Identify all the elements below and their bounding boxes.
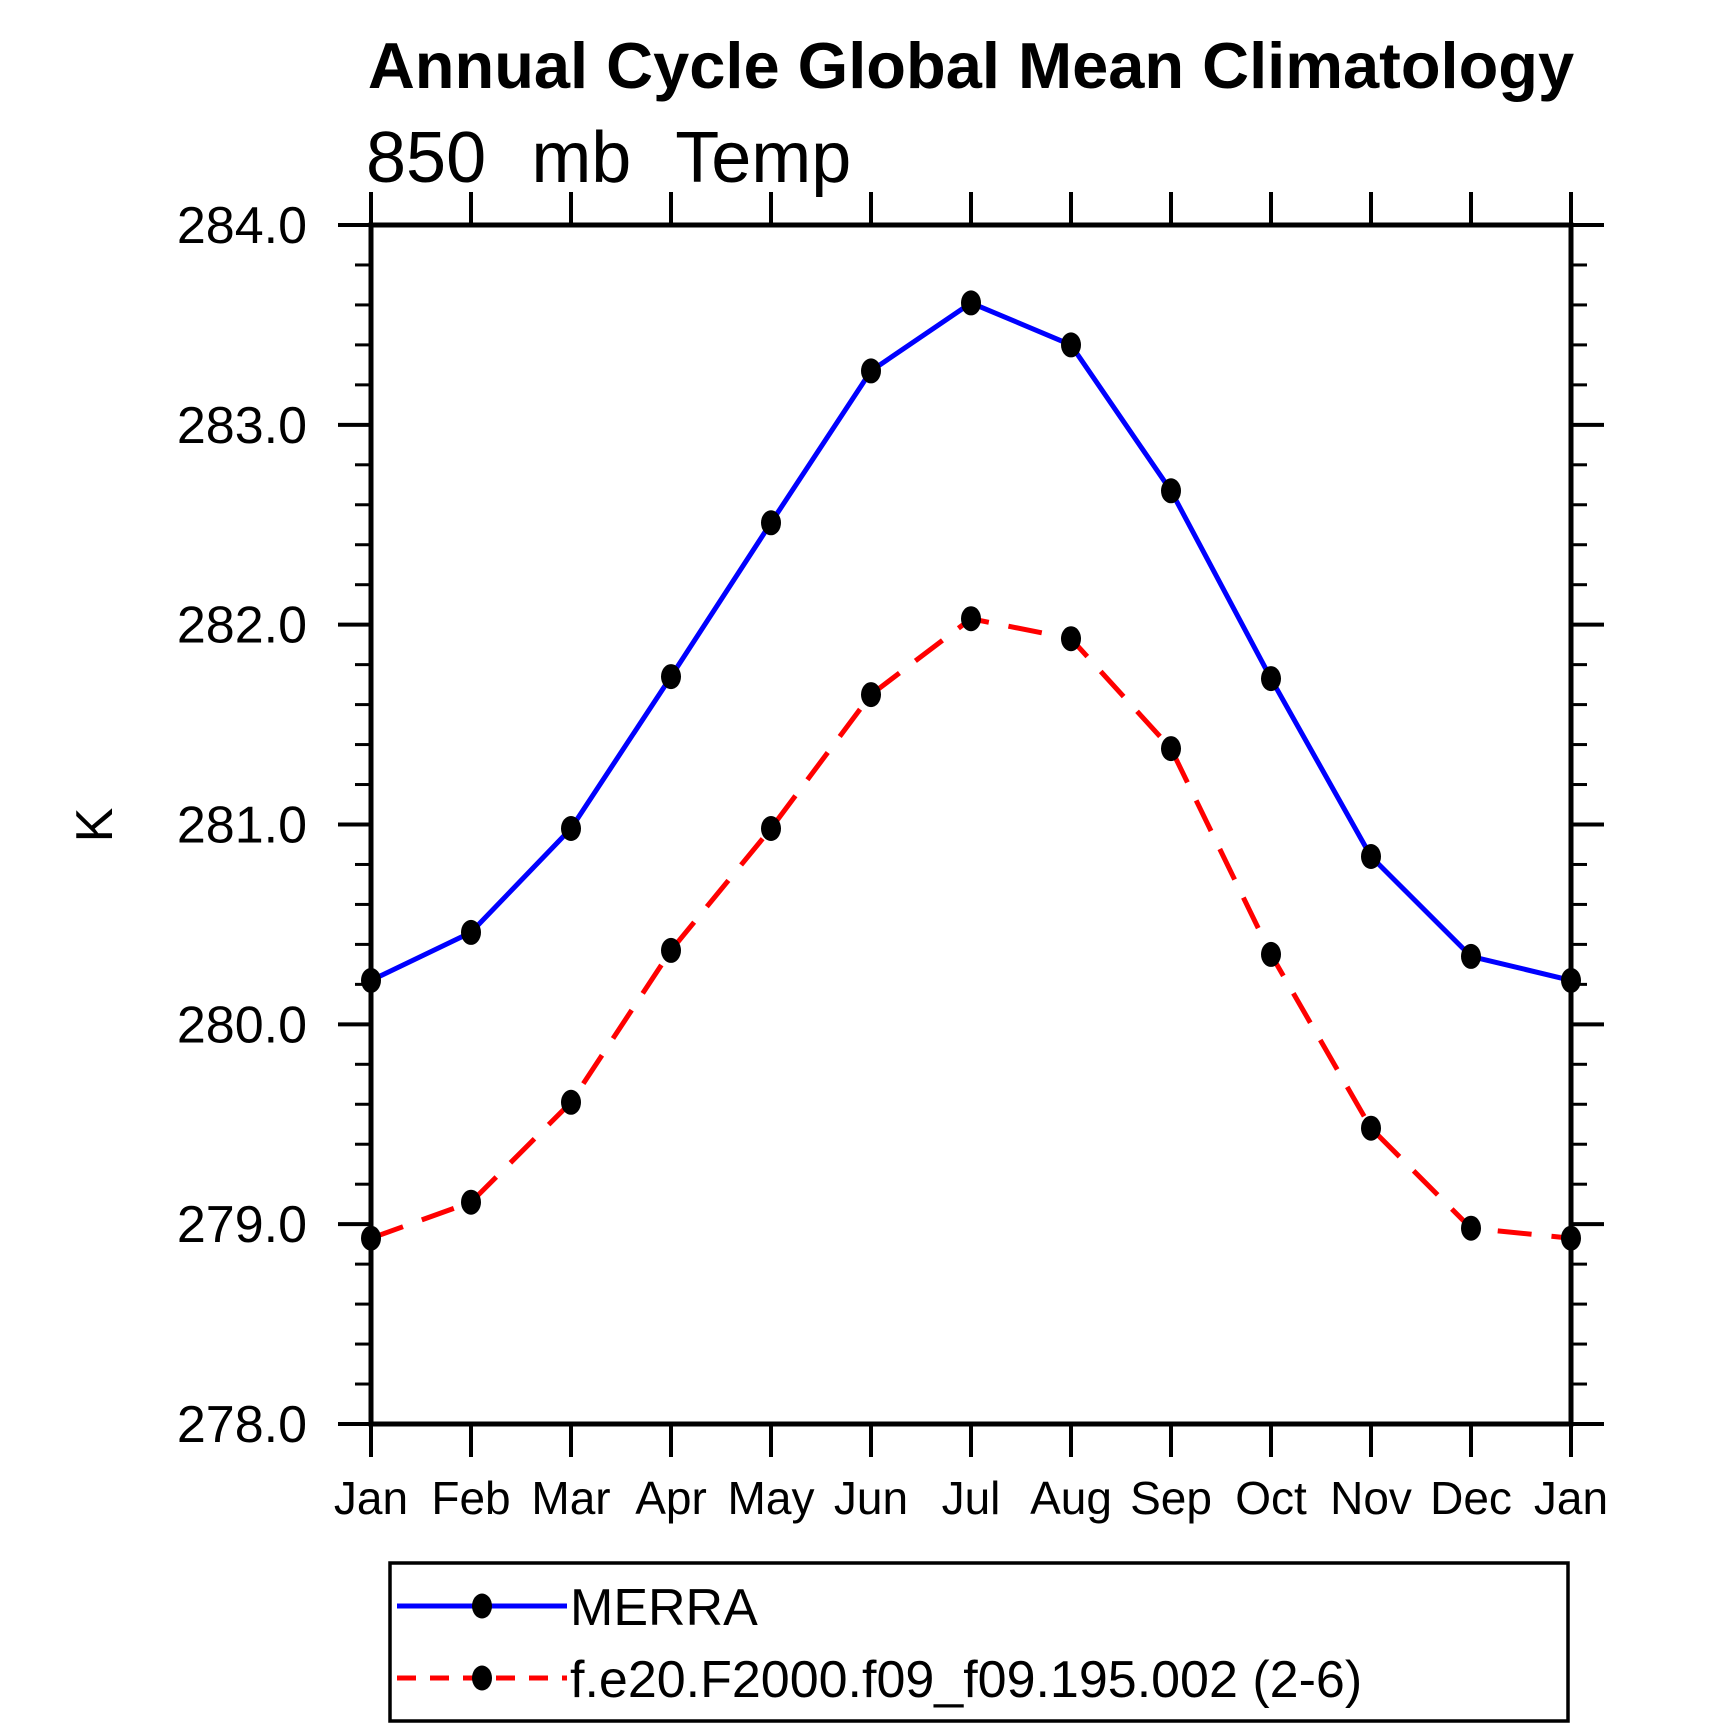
data-point-marker — [861, 358, 881, 384]
data-point-marker — [761, 816, 781, 841]
legend-label-merra: MERRA — [570, 1579, 758, 1637]
x-tick-label: May — [728, 1472, 815, 1524]
x-tick-label: Aug — [1030, 1472, 1112, 1524]
x-tick-label: Apr — [635, 1472, 707, 1524]
data-point-marker — [561, 1089, 581, 1115]
data-point-marker — [1261, 666, 1281, 692]
data-point-marker — [361, 1225, 381, 1251]
y-tick-label: 281.0 — [177, 797, 307, 855]
data-point-marker — [1361, 844, 1381, 869]
y-axis-title: K — [66, 807, 124, 842]
y-tick-label: 279.0 — [177, 1196, 307, 1254]
data-point-marker — [1061, 332, 1081, 358]
x-tick-label: Oct — [1235, 1472, 1307, 1524]
x-tick-label: Jul — [942, 1472, 1001, 1524]
data-point-marker — [1261, 941, 1281, 967]
data-point-marker — [361, 967, 381, 993]
data-point-marker — [961, 290, 981, 316]
x-tick-label: Jan — [334, 1472, 408, 1524]
data-point-marker — [1461, 1215, 1481, 1241]
x-tick-label: Mar — [531, 1472, 610, 1524]
chart-subtitle: 850 mb Temp — [366, 118, 851, 198]
data-point-marker — [861, 682, 881, 708]
x-tick-label: Dec — [1430, 1472, 1512, 1524]
y-tick-label: 283.0 — [177, 397, 307, 455]
data-point-marker — [1061, 626, 1081, 652]
x-tick-label: Feb — [431, 1472, 510, 1524]
data-point-marker — [1161, 478, 1181, 504]
y-tick-label: 278.0 — [177, 1396, 307, 1454]
data-point-marker — [661, 664, 681, 690]
data-point-marker — [1561, 967, 1581, 993]
legend-box — [388, 1561, 1570, 1723]
series-line-0 — [369, 300, 1572, 983]
y-tick-label: 280.0 — [177, 996, 307, 1054]
y-tick-label: 284.0 — [177, 197, 307, 255]
data-point-marker — [561, 816, 581, 841]
data-point-marker — [461, 919, 481, 945]
y-tick-label: 282.0 — [177, 597, 307, 655]
chart-title: Annual Cycle Global Mean Climatology — [368, 29, 1574, 102]
data-point-marker — [661, 937, 681, 963]
data-point-marker — [1161, 736, 1181, 762]
series-line-1 — [370, 616, 1572, 1241]
legend: MERRA f.e20.F2000.f09_f09.195.002 (2-6) — [388, 1561, 1570, 1723]
x-tick-label: Jun — [834, 1472, 908, 1524]
x-tick-label: Jan — [1534, 1472, 1608, 1524]
data-point-marker — [1461, 943, 1481, 969]
data-point-marker — [961, 606, 981, 632]
legend-marker-merra — [472, 1593, 492, 1619]
x-tick-label: Sep — [1130, 1472, 1212, 1524]
legend-marker-model — [472, 1665, 492, 1691]
plot-area: 278.0 279.0 280.0 281.0 282.0 283.0 284.0 Jan Fe… — [177, 192, 1608, 1524]
data-point-marker — [461, 1189, 481, 1215]
data-point-marker — [1361, 1115, 1381, 1141]
x-tick-label: Nov — [1330, 1472, 1412, 1524]
data-point-marker — [761, 510, 781, 536]
data-point-marker — [1561, 1225, 1581, 1251]
plot-frame — [368, 222, 1574, 1427]
legend-label-model: f.e20.F2000.f09_f09.195.002 (2-6) — [570, 1651, 1362, 1709]
